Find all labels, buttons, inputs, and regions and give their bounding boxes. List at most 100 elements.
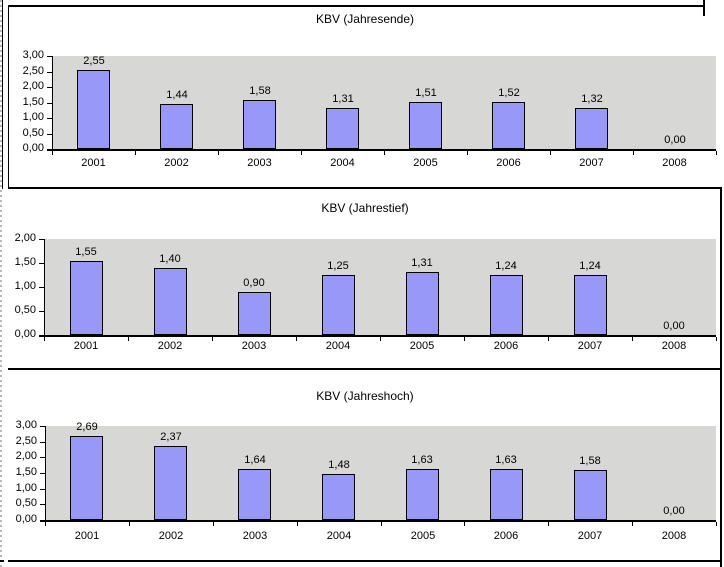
- bar[interactable]: [238, 469, 271, 520]
- x-axis-label: 2001: [81, 157, 106, 169]
- chart-kbv-jahresende[interactable]: KBV (Jahresende) 3,00 2,50 2,00 1,50 1,00 0,5…: [8, 6, 722, 188]
- y-axis-label: 3,00: [15, 419, 37, 431]
- y-axis-label: 0,00: [14, 328, 36, 340]
- y-axis-tick: [47, 118, 52, 119]
- bar-value-label: 1,51: [415, 87, 437, 99]
- bar-value-label: 1,44: [166, 89, 188, 101]
- bar[interactable]: [322, 275, 355, 335]
- bar[interactable]: [490, 469, 523, 520]
- bar-value-label: 1,31: [411, 257, 433, 269]
- bar[interactable]: [160, 104, 193, 149]
- y-axis-label: 1,00: [14, 280, 36, 292]
- bar[interactable]: [409, 102, 442, 149]
- x-axis-label: 2008: [662, 157, 687, 169]
- chart-kbv-jahreshoch[interactable]: KBV (Jahreshoch) 3,00 2,50 2,00 1,50 1,00 0,5…: [8, 369, 722, 561]
- bar-value-label: 1,24: [579, 260, 601, 272]
- y-axis-tick: [39, 263, 44, 264]
- x-axis-label: 2006: [493, 340, 519, 352]
- y-axis-label: 1,50: [22, 96, 44, 108]
- y-axis-label: 1,00: [15, 482, 37, 494]
- bar-value-label: 1,58: [579, 455, 601, 467]
- x-axis-tick: [212, 337, 213, 341]
- bar[interactable]: [322, 474, 355, 520]
- y-axis-tick: [47, 134, 52, 135]
- y-axis-label: 1,00: [22, 111, 44, 123]
- x-axis-tick: [716, 522, 717, 526]
- x-axis-tick: [464, 522, 465, 526]
- bar[interactable]: [238, 292, 271, 335]
- x-axis-label: 2004: [326, 530, 352, 542]
- x-axis-tick: [716, 151, 717, 155]
- x-axis-line: [39, 335, 716, 337]
- x-axis-tick: [550, 151, 551, 155]
- bar-value-label: 0,00: [663, 505, 685, 517]
- y-axis-label: 0,50: [14, 304, 36, 316]
- x-axis-tick: [45, 522, 46, 526]
- x-axis-tick: [716, 337, 717, 341]
- cell-border-left-upper: [2, 0, 3, 189]
- bar[interactable]: [574, 470, 607, 520]
- chart-title: KBV (Jahreshoch): [316, 389, 414, 403]
- y-axis-tick: [40, 489, 45, 490]
- x-axis-tick: [135, 151, 136, 155]
- x-axis-tick: [44, 337, 45, 341]
- y-axis-tick: [39, 311, 44, 312]
- bar[interactable]: [574, 275, 607, 335]
- bar[interactable]: [492, 102, 525, 149]
- separator-line-bottom: [8, 560, 722, 562]
- x-axis-label: 2005: [413, 157, 438, 169]
- bar-value-label: 1,25: [327, 260, 349, 272]
- x-axis-line: [40, 520, 716, 522]
- top-border-line: [8, 5, 705, 7]
- chart-title: KBV (Jahrestief): [321, 201, 409, 215]
- y-axis-tick: [39, 239, 44, 240]
- bar[interactable]: [575, 108, 608, 149]
- bar[interactable]: [154, 268, 187, 335]
- x-axis-tick: [384, 151, 385, 155]
- bar-value-label: 1,64: [244, 454, 266, 466]
- bar-value-label: 0,00: [664, 134, 686, 146]
- x-axis-label: 2006: [493, 530, 519, 542]
- bar[interactable]: [243, 100, 276, 149]
- x-axis-tick: [381, 522, 382, 526]
- x-axis-label: 2002: [164, 157, 189, 169]
- chart-title: KBV (Jahresende): [315, 12, 415, 26]
- bar[interactable]: [77, 70, 110, 149]
- bar[interactable]: [490, 275, 523, 335]
- chart1-left-border: [8, 5, 9, 189]
- y-axis-label: 0,00: [15, 513, 37, 525]
- bar[interactable]: [326, 108, 359, 149]
- bar[interactable]: [406, 469, 439, 520]
- x-axis-label: 2007: [577, 340, 603, 352]
- y-axis-tick: [40, 520, 45, 521]
- bar-value-label: 2,55: [83, 55, 105, 67]
- y-axis-tick: [40, 457, 45, 458]
- y-axis-tick: [39, 287, 44, 288]
- y-axis-tick: [47, 149, 52, 150]
- x-axis-label: 2002: [157, 340, 183, 352]
- bar[interactable]: [70, 261, 103, 335]
- x-axis-line: [47, 149, 716, 151]
- bar-value-label: 1,52: [498, 87, 520, 99]
- x-axis-label: 2007: [577, 530, 603, 542]
- bar-value-label: 1,58: [249, 85, 271, 97]
- bar-value-label: 1,63: [411, 454, 433, 466]
- bar-value-label: 1,63: [495, 454, 517, 466]
- x-axis-tick: [548, 337, 549, 341]
- y-axis-label: 1,50: [14, 256, 36, 268]
- bar-value-label: 0,90: [243, 277, 265, 289]
- chart-kbv-jahrestief[interactable]: KBV (Jahrestief) 2,00 1,50 1,00 0,50 0,00 1,5…: [8, 188, 722, 369]
- x-axis-label: 2004: [330, 157, 355, 169]
- bar[interactable]: [406, 272, 439, 335]
- x-axis-tick: [464, 337, 465, 341]
- y-axis-tick: [40, 504, 45, 505]
- bar[interactable]: [154, 446, 187, 520]
- x-axis-label: 2007: [579, 157, 604, 169]
- y-axis-label: 0,00: [22, 142, 44, 154]
- x-axis-tick: [52, 151, 53, 155]
- y-axis-tick: [40, 442, 45, 443]
- x-axis-label: 2005: [410, 530, 436, 542]
- y-axis-label: 2,50: [15, 435, 37, 447]
- cell-border-top-right-stub: [703, 0, 705, 16]
- bar[interactable]: [70, 436, 103, 520]
